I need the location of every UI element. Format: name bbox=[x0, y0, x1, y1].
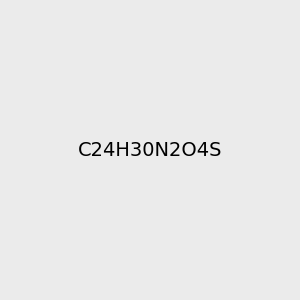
Text: C24H30N2O4S: C24H30N2O4S bbox=[78, 140, 222, 160]
